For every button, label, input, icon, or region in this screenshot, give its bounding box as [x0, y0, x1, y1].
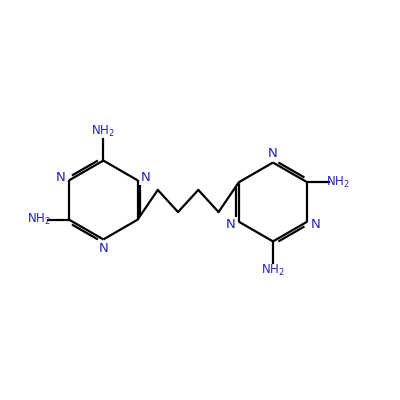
- Text: NH$_2$: NH$_2$: [261, 263, 285, 278]
- Text: N: N: [56, 172, 66, 184]
- Text: NH$_2$: NH$_2$: [92, 124, 115, 139]
- Text: N: N: [98, 242, 108, 255]
- Text: N: N: [225, 218, 235, 230]
- Text: N: N: [268, 147, 278, 160]
- Text: NH$_2$: NH$_2$: [27, 212, 51, 227]
- Text: NH$_2$: NH$_2$: [326, 175, 350, 190]
- Text: N: N: [311, 218, 321, 230]
- Text: N: N: [141, 172, 151, 184]
